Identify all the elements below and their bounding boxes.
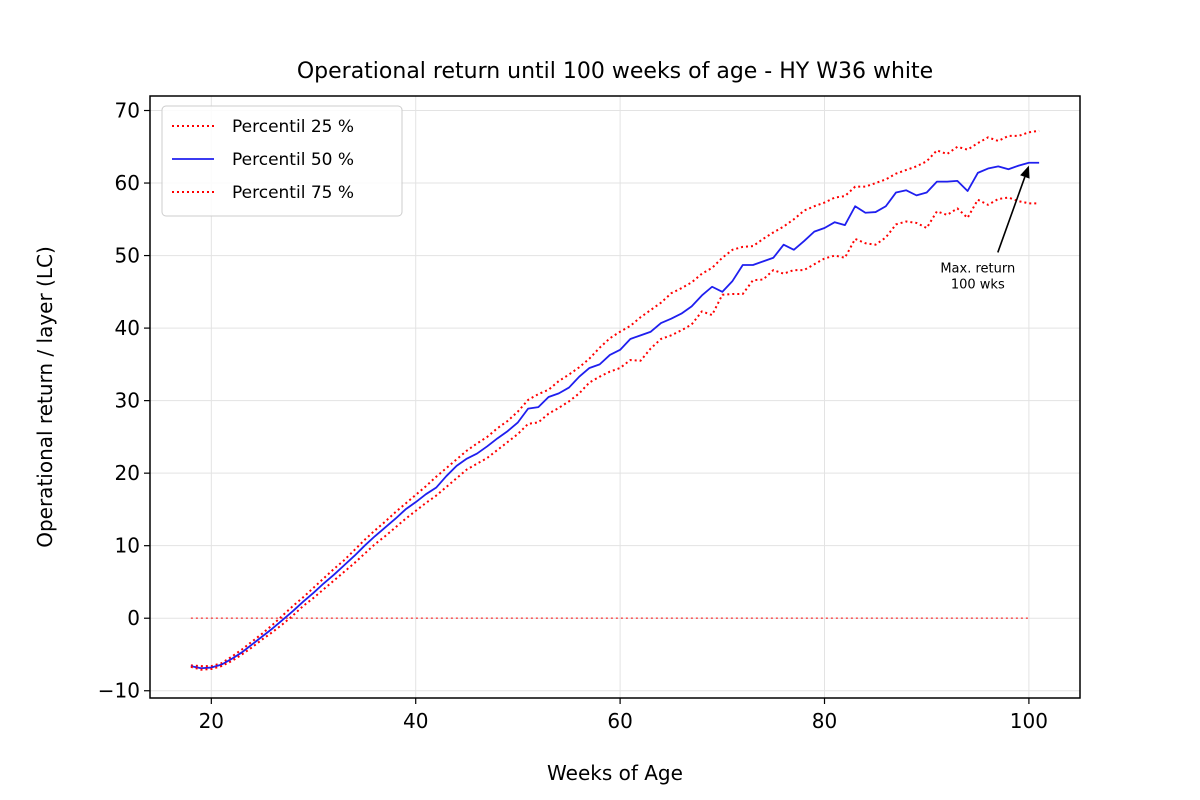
y-axis-title: Operational return / layer (LC)	[33, 246, 57, 548]
annotation-arrow-shaft	[997, 176, 1026, 253]
series-line-2	[190, 196, 1040, 671]
y-tick-label-0: −10	[98, 679, 140, 703]
x-tick-label-1: 40	[403, 709, 428, 733]
y-tick-label-4: 30	[115, 389, 140, 413]
x-tick-label-0: 20	[199, 709, 224, 733]
y-tick-label-3: 20	[115, 461, 140, 485]
x-tick-label-2: 60	[607, 709, 632, 733]
y-tick-label-5: 40	[115, 316, 140, 340]
x-tick-label-4: 100	[1010, 709, 1048, 733]
axis-ticks: 20 40 60 80 100 −10 0 10 20 30 40 50 60 70	[98, 99, 1048, 733]
legend-box	[161, 105, 403, 217]
legend: Percentil 25 % Percentil 50 % Percentil 75…	[161, 105, 403, 217]
y-tick-label-1: 0	[127, 606, 140, 630]
series-line-1	[190, 161, 1040, 670]
x-axis-title: Weeks of Age	[547, 761, 683, 785]
series-line-0	[190, 129, 1040, 668]
y-tick-label-6: 50	[115, 244, 140, 268]
chart-title: Operational return until 100 weeks of ag…	[297, 59, 933, 84]
y-tick-label-8: 70	[115, 99, 140, 123]
plot-frame	[149, 95, 1081, 699]
x-tick-label-3: 80	[812, 709, 837, 733]
annotation-text-line-0: Max. return	[940, 261, 1015, 276]
annotation-arrow-head	[1020, 165, 1030, 179]
annotation-text-line-1: 100 wks	[951, 277, 1005, 292]
legend-label-0: Percentil 25 %	[232, 117, 354, 137]
y-tick-label-7: 60	[115, 171, 140, 195]
grid	[150, 96, 1080, 698]
legend-label-2: Percentil 75 %	[232, 183, 354, 203]
legend-label-1: Percentil 50 %	[232, 150, 354, 170]
y-tick-label-2: 10	[115, 534, 140, 558]
series-lines	[190, 129, 1040, 671]
